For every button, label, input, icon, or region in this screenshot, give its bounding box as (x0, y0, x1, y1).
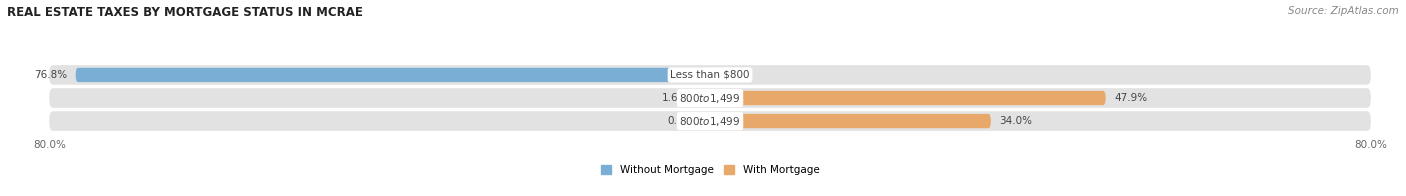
Text: REAL ESTATE TAXES BY MORTGAGE STATUS IN MCRAE: REAL ESTATE TAXES BY MORTGAGE STATUS IN … (7, 6, 363, 19)
Legend: Without Mortgage, With Mortgage: Without Mortgage, With Mortgage (600, 165, 820, 175)
FancyBboxPatch shape (710, 91, 1105, 105)
Text: 47.9%: 47.9% (1114, 93, 1147, 103)
Text: 34.0%: 34.0% (1000, 116, 1032, 126)
FancyBboxPatch shape (697, 91, 710, 105)
Text: $800 to $1,499: $800 to $1,499 (679, 114, 741, 128)
FancyBboxPatch shape (49, 111, 1371, 131)
Text: Less than $800: Less than $800 (671, 70, 749, 80)
Text: 1.6%: 1.6% (662, 93, 689, 103)
Text: 76.8%: 76.8% (34, 70, 67, 80)
FancyBboxPatch shape (49, 65, 1371, 85)
FancyBboxPatch shape (76, 68, 710, 82)
Text: 0.0%: 0.0% (668, 116, 693, 126)
Text: 0.0%: 0.0% (727, 70, 752, 80)
Text: Source: ZipAtlas.com: Source: ZipAtlas.com (1288, 6, 1399, 16)
FancyBboxPatch shape (49, 88, 1371, 108)
Text: $800 to $1,499: $800 to $1,499 (679, 92, 741, 104)
FancyBboxPatch shape (710, 114, 991, 128)
